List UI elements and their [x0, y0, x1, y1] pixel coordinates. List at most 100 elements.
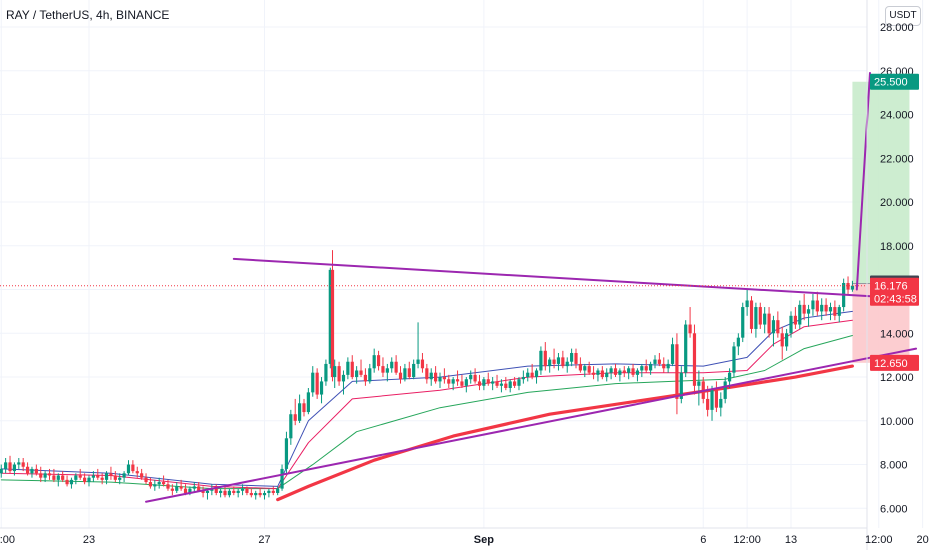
candle-body [245, 488, 249, 493]
candle-body [434, 372, 438, 382]
candle-body [438, 377, 442, 382]
candle-body [499, 383, 504, 386]
candle-body [398, 372, 403, 380]
candle-body [591, 372, 596, 375]
candle-body [692, 333, 697, 386]
candle-body [837, 307, 841, 316]
candle-body [8, 462, 12, 472]
price-tick-label: 6.000 [880, 503, 908, 515]
candle-body [526, 372, 530, 378]
candle-body [521, 377, 525, 380]
candle-body [785, 333, 789, 347]
candle-body [52, 475, 56, 480]
candle-body [39, 473, 43, 478]
candle-body [337, 366, 341, 382]
candle-body [188, 488, 192, 493]
candle-body [548, 359, 552, 367]
time-tick-label: 20 [917, 534, 929, 546]
candle-body [543, 350, 547, 367]
candle-body [613, 368, 618, 375]
candle-body [609, 368, 613, 373]
time-tick-label: 12:00 [733, 534, 761, 546]
candle-body [100, 477, 104, 480]
candle-body [21, 462, 25, 467]
candle-body [192, 486, 196, 489]
candle-body [833, 307, 837, 316]
candle-body [210, 488, 214, 491]
candle-body [403, 368, 407, 380]
candle-body [135, 471, 139, 474]
candle-body [236, 490, 240, 493]
candle-body [376, 355, 381, 367]
candle-body [491, 381, 495, 384]
time-tick-label: 13 [785, 534, 797, 546]
candle-body [161, 482, 166, 485]
candle-body [298, 403, 302, 421]
candle-body [798, 304, 802, 325]
candle-body [65, 479, 69, 485]
candle-body [596, 370, 600, 375]
candle-body [258, 492, 262, 496]
candle-body [385, 368, 389, 373]
candle-body [175, 486, 179, 491]
candle-body [802, 304, 806, 314]
price-countdown: 02:43:58 [874, 294, 917, 306]
candle-body [583, 366, 587, 371]
candle-body [482, 379, 486, 386]
price-tag-label: 16.176 [874, 281, 908, 293]
trendlines [145, 71, 918, 503]
candle-body [219, 490, 223, 493]
candle-body [144, 477, 148, 483]
candle-body [530, 372, 534, 378]
candle-body [330, 269, 335, 378]
candle-body [447, 379, 451, 384]
chart-title: RAY / TetherUS, 4h, BINANCE [6, 8, 170, 22]
price-tick-label: 8.000 [880, 460, 908, 472]
candle-body [789, 315, 793, 334]
price-tick-label: 20.000 [880, 197, 914, 209]
candle-body [723, 381, 727, 399]
ma-slow-line [276, 364, 854, 502]
candle-body [556, 357, 561, 364]
candle-body [179, 486, 183, 489]
time-tick-label: 6 [700, 534, 706, 546]
time-tick-label: 27 [258, 534, 270, 546]
candle-body [644, 366, 648, 371]
candle-body [679, 372, 683, 399]
candle-body [780, 333, 784, 347]
candle-body [368, 368, 372, 382]
candle-body [166, 484, 170, 489]
candle-body [850, 285, 855, 290]
candle-body [714, 390, 719, 408]
candle-body [240, 488, 245, 491]
candle-body [267, 490, 271, 493]
candle-body [684, 324, 688, 373]
currency-button[interactable]: USDT [885, 6, 921, 26]
candle-body [69, 479, 74, 485]
candle-body [627, 368, 631, 373]
candle-body [561, 357, 565, 367]
candle-body [565, 361, 569, 367]
candle-body [640, 366, 644, 371]
candle-body [17, 462, 21, 465]
candle-body [776, 320, 780, 334]
time-tick-label: 23 [83, 534, 95, 546]
candle-body [350, 361, 354, 378]
candle-body [578, 363, 582, 371]
candle-body [30, 468, 34, 474]
projection-trendline [855, 71, 871, 291]
candle-body [451, 379, 455, 384]
price-tick-label: 12.000 [880, 372, 914, 384]
candle-body [736, 337, 740, 347]
candle-body [552, 359, 556, 364]
candle-body [815, 300, 819, 312]
profit-zone [852, 81, 910, 284]
candle-body [820, 304, 824, 312]
candle-body [657, 359, 661, 364]
candle-body [407, 368, 411, 378]
candle-body [43, 473, 47, 478]
candle-body [341, 374, 346, 382]
